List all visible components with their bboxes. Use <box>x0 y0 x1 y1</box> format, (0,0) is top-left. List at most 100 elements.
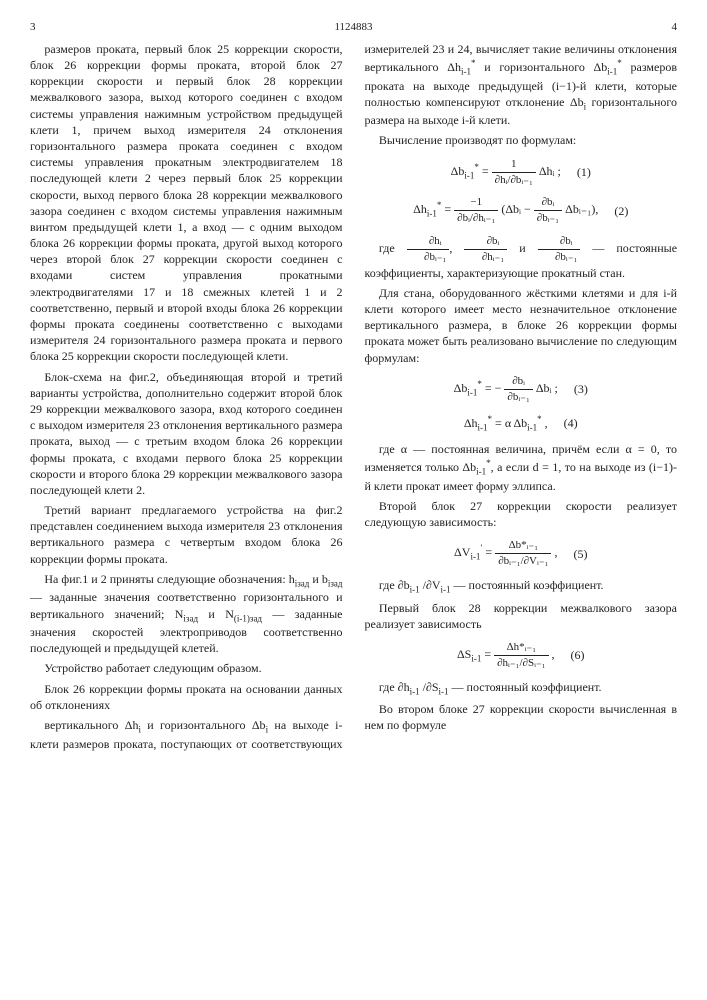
eq-number: (4) <box>564 415 578 431</box>
formula-1: Δbi-1* = 1∂hᵢ/∂bᵢ₋₁ Δhᵢ ; (1) <box>365 157 678 188</box>
sub: iзад <box>183 613 198 623</box>
denominator: ∂bᵢ₋₁/∂Vᵢ₋₁ <box>495 554 551 569</box>
denominator: ∂hᵢ/∂bᵢ₋₁ <box>492 173 536 188</box>
para-c1-2: Блок-схема на фиг.2, объединяющая второй… <box>30 369 343 499</box>
rhs: Δhᵢ ; <box>539 164 561 178</box>
formula-6: ΔSi-1 = Δh*ᵢ₋₁∂hᵢ₋₁/∂Sᵢ₋₁ , (6) <box>365 640 678 671</box>
eq-number: (1) <box>577 164 591 180</box>
sub: i-1 <box>439 686 449 696</box>
sym: ΔV <box>454 545 470 559</box>
paren: ), <box>591 202 598 216</box>
eq: = α <box>492 416 511 430</box>
text: /∂V <box>420 578 441 592</box>
tail: , <box>552 647 555 661</box>
fraction: ∂bᵢ∂bᵢ₋₁ <box>504 374 532 405</box>
para-c2-7: где ∂bi-1 /∂Vi-1 — постоянный коэффициен… <box>365 577 678 596</box>
numerator: Δh*ᵢ₋₁ <box>494 640 548 656</box>
numerator: Δb*ᵢ₋₁ <box>495 538 551 554</box>
sub: i-1 <box>476 467 486 477</box>
fraction: Δh*ᵢ₋₁∂hᵢ₋₁/∂Sᵢ₋₁ <box>494 640 548 671</box>
numerator: ∂bᵢ <box>534 195 562 211</box>
sym: ΔS <box>457 647 471 661</box>
sub: i-1 <box>410 584 420 594</box>
fraction: ∂hᵢ∂bᵢ₋₁ <box>407 234 450 265</box>
formula-3: Δbi-1* = − ∂bᵢ∂bᵢ₋₁ Δbᵢ ; (3) <box>365 374 678 405</box>
sym: N <box>225 607 234 621</box>
denominator: ∂bᵢ/∂hᵢ₋₁ <box>454 211 498 226</box>
eq: = <box>481 647 494 661</box>
doc-number: 1124883 <box>30 20 677 35</box>
sym: Δb <box>451 164 465 178</box>
body-columns: размеров проката, первый блок 25 коррекц… <box>30 41 677 752</box>
denominator: ∂hᵢ₋₁ <box>464 250 507 265</box>
fraction: ∂bᵢ∂hᵢ₋₁ <box>464 234 507 265</box>
text: и <box>309 572 322 586</box>
page-header: 3 1124883 4 <box>30 20 677 35</box>
text: — постоянный коэффициент. <box>451 578 604 592</box>
text: Δbᵢ ; <box>536 381 558 395</box>
fraction: ∂bᵢ∂bᵢ₋₁ <box>534 195 562 226</box>
sub: i-1 <box>478 422 488 432</box>
page: 3 1124883 4 размеров проката, первый бло… <box>30 20 677 752</box>
sub: i-1 <box>427 209 437 219</box>
sym: Δh <box>413 202 427 216</box>
para-c1-6: Блок 26 коррекции формы проката на основ… <box>30 681 343 713</box>
text: где ∂b <box>379 578 410 592</box>
para-c2-2: Вычисление производят по формулам: <box>365 132 678 148</box>
para-c2-4: Для стана, оборудованного жёсткими клетя… <box>365 285 678 366</box>
formula-4: Δhi-1* = α Δbi-1* , (4) <box>365 413 678 434</box>
para-c1-5: Устройство работает следующим образом. <box>30 660 343 676</box>
sub: iзад <box>295 578 310 588</box>
denominator: ∂bᵢ₋₁ <box>538 250 581 265</box>
denominator: ∂bᵢ₋₁ <box>534 211 562 226</box>
text: и горизонтального Δb <box>141 718 266 732</box>
fraction: −1∂bᵢ/∂hᵢ₋₁ <box>454 195 498 226</box>
formula-5: ΔVi-1′ = Δb*ᵢ₋₁∂bᵢ₋₁/∂Vᵢ₋₁ , (5) <box>365 538 678 569</box>
eq: = <box>482 545 495 559</box>
fraction: ∂bᵢ∂bᵢ₋₁ <box>538 234 581 265</box>
para-c2-9: где ∂hi-1 /∂Si-1 — постоянный коэффициен… <box>365 679 678 698</box>
eq-number: (3) <box>574 381 588 397</box>
numerator: ∂bᵢ <box>538 234 581 250</box>
text: где ∂h <box>379 680 410 694</box>
para-c2-10: Во втором блоке 27 коррекции скорости вы… <box>365 701 678 733</box>
eq-number: (5) <box>573 546 587 562</box>
para-c1-1: размеров проката, первый блок 25 коррекц… <box>30 41 343 365</box>
sub: i-1 <box>470 552 480 562</box>
text: Δbᵢ − <box>505 202 533 216</box>
sub: i-1 <box>441 584 451 594</box>
text: /∂S <box>420 680 439 694</box>
sep: , <box>449 241 464 255</box>
sub: i-1 <box>410 686 420 696</box>
denominator: ∂hᵢ₋₁/∂Sᵢ₋₁ <box>494 656 548 671</box>
numerator: 1 <box>492 157 536 173</box>
eq-number: (2) <box>614 203 628 219</box>
sym: Δh <box>464 416 478 430</box>
numerator: −1 <box>454 195 498 211</box>
eq-number: (6) <box>571 647 585 663</box>
text: и <box>198 607 225 621</box>
sym: Δb <box>454 381 468 395</box>
eq: = − <box>482 381 505 395</box>
text: На фиг.1 и 2 приняты следующие обозначен… <box>44 572 288 586</box>
text: где <box>379 241 407 255</box>
sep: и <box>507 241 537 255</box>
sub: iзад <box>328 578 343 588</box>
sub: i-1 <box>607 66 617 76</box>
sub: i-1 <box>471 653 481 663</box>
para-c2-5: где α — постоянная величина, причём если… <box>365 441 678 494</box>
text: вертикального Δh <box>44 718 138 732</box>
eq: = <box>479 164 492 178</box>
sub: i-1 <box>464 170 474 180</box>
denominator: ∂bᵢ₋₁ <box>407 250 450 265</box>
numerator: ∂bᵢ <box>464 234 507 250</box>
tail: , <box>542 416 548 430</box>
sub: i-1 <box>467 387 477 397</box>
para-c1-4: На фиг.1 и 2 приняты следующие обозначен… <box>30 571 343 657</box>
sub: (i-1)зад <box>234 613 262 623</box>
para-c2-3: где ∂hᵢ∂bᵢ₋₁, ∂bᵢ∂hᵢ₋₁ и ∂bᵢ∂bᵢ₋₁ — пост… <box>365 234 678 281</box>
sub: i-1 <box>461 66 471 76</box>
text: Δbᵢ₋₁ <box>565 202 591 216</box>
denominator: ∂bᵢ₋₁ <box>504 390 532 405</box>
fraction: 1∂hᵢ/∂bᵢ₋₁ <box>492 157 536 188</box>
